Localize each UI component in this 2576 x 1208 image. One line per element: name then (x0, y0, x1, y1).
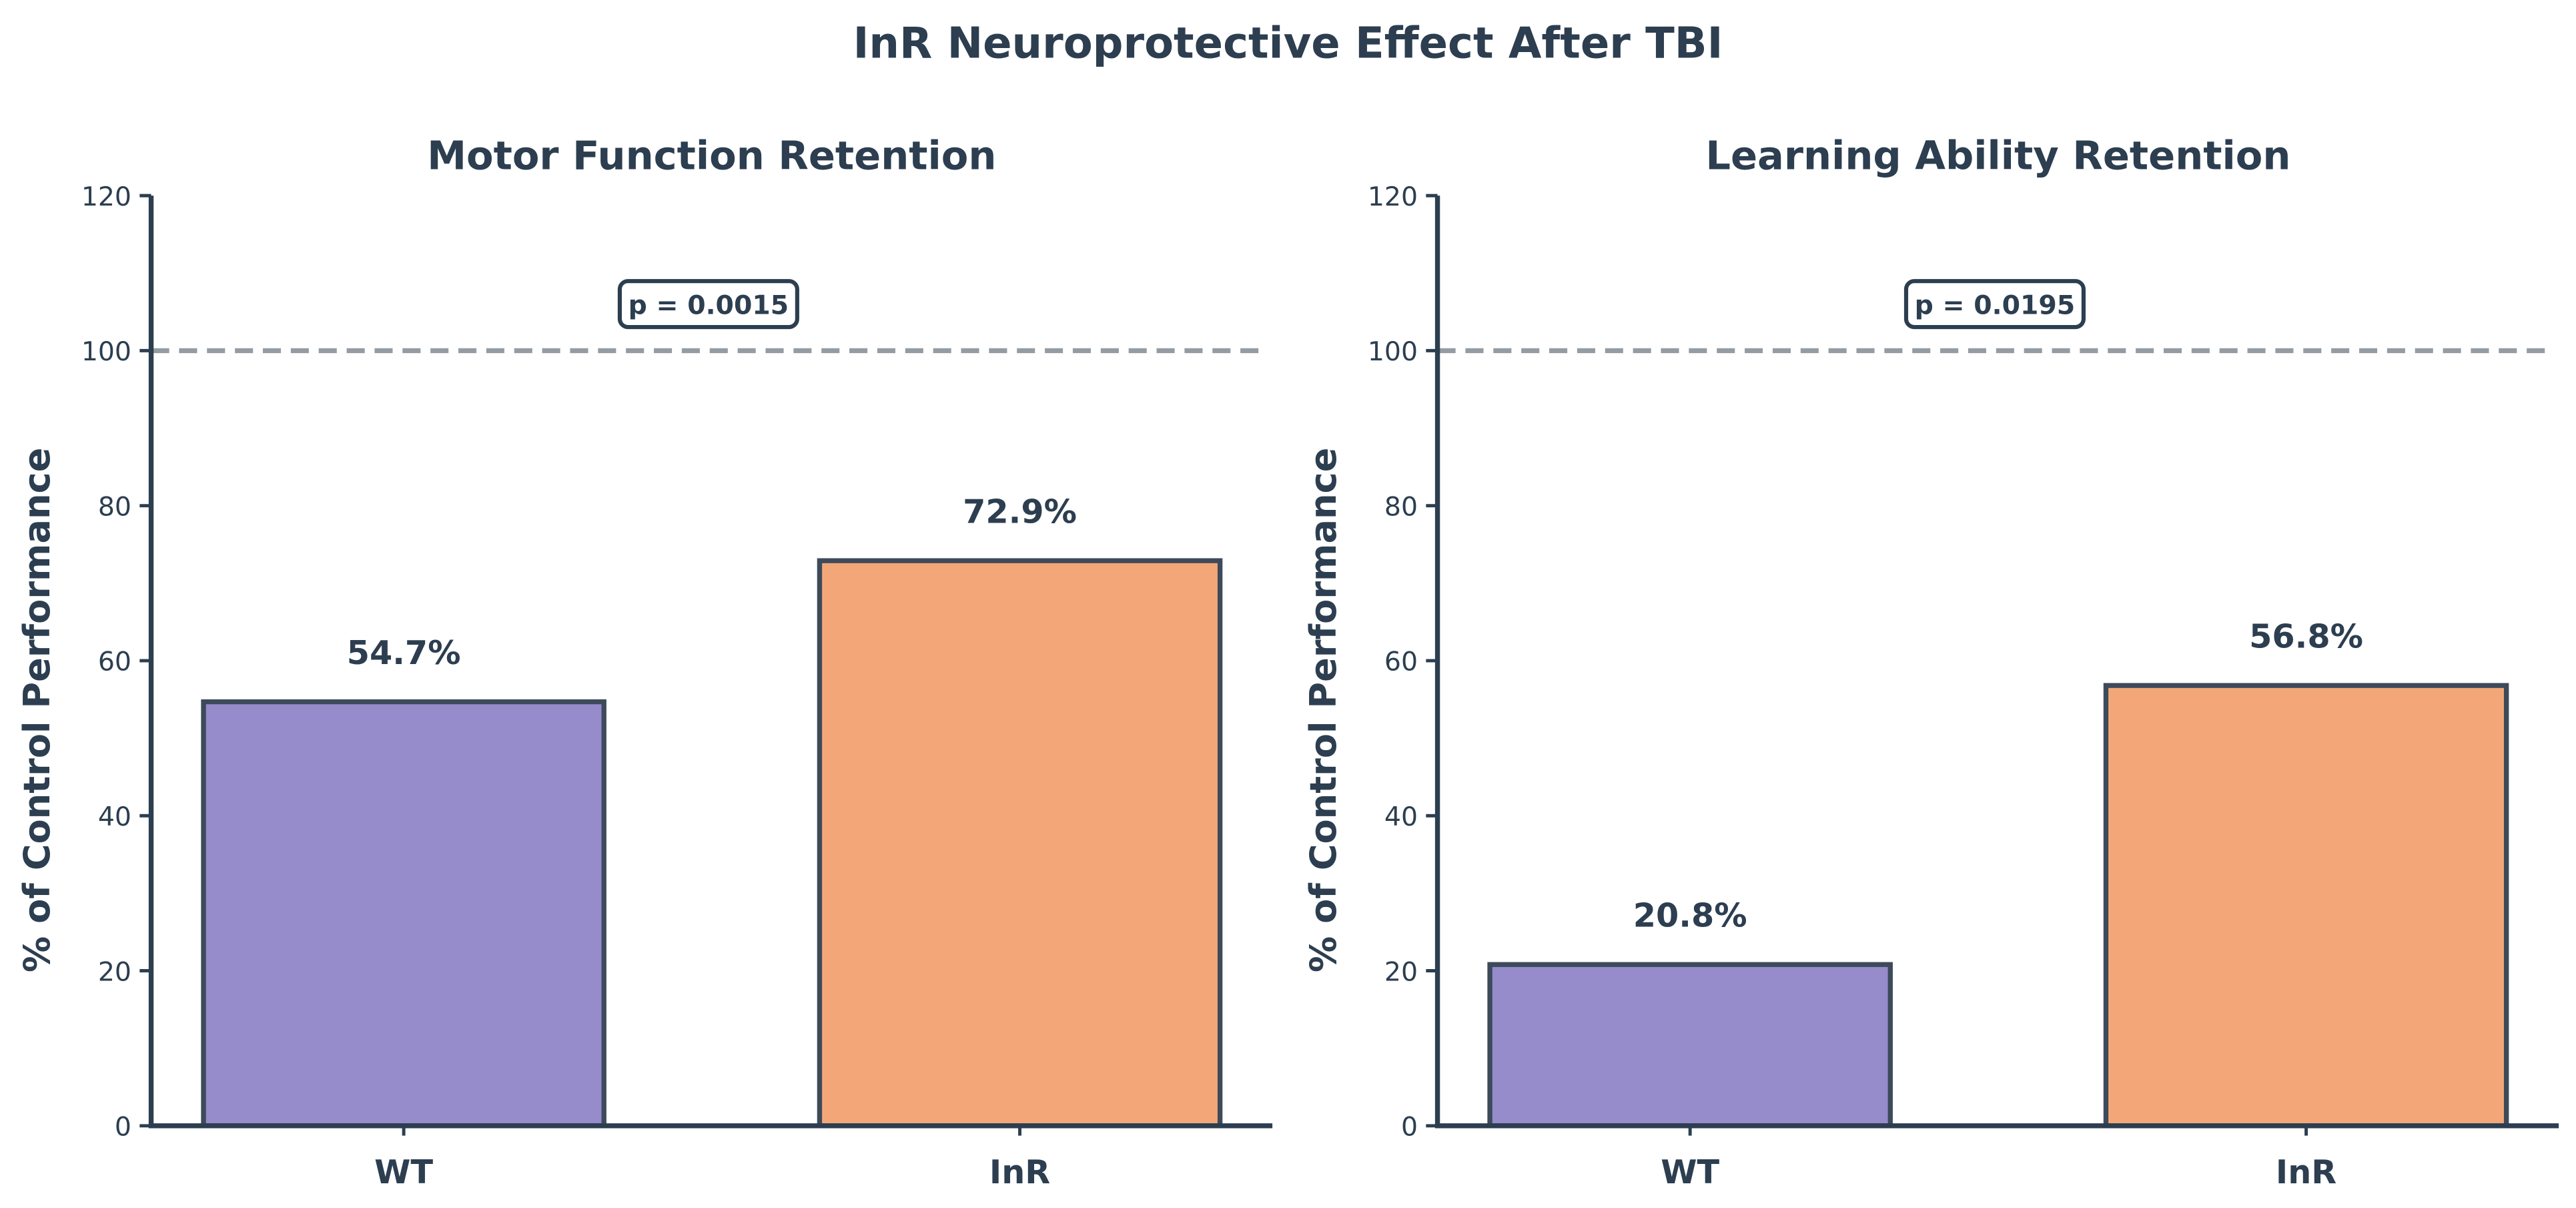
y-tick-label: 60 (1384, 647, 1418, 677)
p-value-annotation: p = 0.0015 (628, 290, 789, 320)
x-tick-label: WT (374, 1153, 433, 1191)
x-tick-label: InR (2276, 1153, 2336, 1191)
y-tick-label: 100 (1368, 336, 1418, 367)
y-tick-label: 40 (1384, 802, 1418, 832)
p-value-box (617, 279, 799, 330)
y-tick-label: 100 (81, 336, 131, 367)
y-tick-label: 120 (1368, 182, 1418, 212)
y-tick-label: 20 (98, 956, 131, 987)
x-tick-label: InR (989, 1153, 1050, 1191)
data-label: 56.8% (2249, 617, 2363, 655)
y-tick-label: 80 (1384, 491, 1418, 522)
data-label: 20.8% (1633, 896, 1747, 935)
p-value-box (1903, 279, 2086, 330)
panel-title: Learning Ability Retention (1705, 133, 2290, 179)
y-tick-label: 0 (115, 1112, 131, 1143)
p-value-annotation: p = 0.0195 (1915, 290, 2076, 320)
y-tick-label: 20 (1384, 956, 1418, 987)
y-axis-label: % of Control Performance (1302, 448, 1344, 972)
bar-inr (2103, 683, 2509, 1129)
y-tick-label: 0 (1401, 1112, 1418, 1143)
y-tick-label: 40 (98, 802, 131, 832)
x-tick-label: WT (1661, 1153, 1719, 1191)
y-tick-label: 120 (81, 182, 131, 212)
data-label: 54.7% (347, 633, 461, 672)
panel-title: Motor Function Retention (427, 133, 996, 179)
bar-wt (1487, 962, 1893, 1129)
panel-2: Learning Ability Retention % of Control P… (1302, 133, 2559, 1191)
panel-1: Motor Function Retention % of Control Per… (16, 133, 1273, 1191)
bar-wt (201, 699, 606, 1129)
y-tick-label: 60 (98, 647, 131, 677)
data-label: 72.9% (963, 492, 1077, 531)
y-axis-label: % of Control Performance (16, 448, 58, 972)
figure-title: InR Neuroprotective Effect After TBI (853, 19, 1723, 68)
y-tick-label: 80 (98, 491, 131, 522)
bar-inr (817, 558, 1223, 1129)
